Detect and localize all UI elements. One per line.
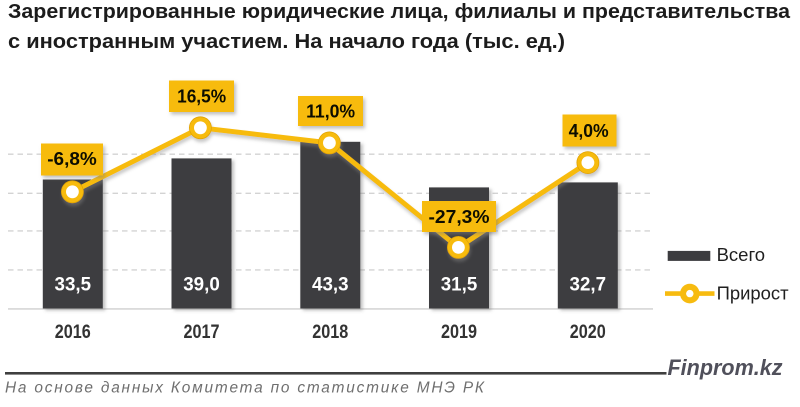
svg-text:Всего: Всего bbox=[717, 245, 766, 265]
svg-text:4,0%: 4,0% bbox=[569, 120, 609, 141]
svg-text:32,7: 32,7 bbox=[570, 274, 607, 295]
svg-text:с иностранным участием. На нач: с иностранным участием. На начало года (… bbox=[8, 31, 565, 53]
svg-text:2017: 2017 bbox=[184, 322, 220, 343]
svg-text:Зарегистрированные юридические: Зарегистрированные юридические лица, фил… bbox=[8, 1, 791, 23]
svg-text:31,5: 31,5 bbox=[441, 274, 478, 295]
svg-text:2018: 2018 bbox=[312, 322, 348, 343]
svg-text:2020: 2020 bbox=[570, 322, 606, 343]
svg-text:2019: 2019 bbox=[441, 322, 477, 343]
svg-text:-6,8%: -6,8% bbox=[47, 148, 97, 169]
svg-text:39,0: 39,0 bbox=[183, 274, 220, 295]
svg-text:43,3: 43,3 bbox=[312, 274, 349, 295]
svg-text:На основе данных Комитета по: На основе данных Комитета по статистике … bbox=[5, 380, 485, 397]
svg-text:33,5: 33,5 bbox=[55, 274, 92, 295]
svg-text:16,5%: 16,5% bbox=[177, 86, 226, 107]
svg-text:-27,3%: -27,3% bbox=[429, 206, 490, 227]
svg-text:2016: 2016 bbox=[55, 322, 91, 343]
svg-text:11,0%: 11,0% bbox=[306, 101, 355, 122]
svg-text:Прирост: Прирост bbox=[717, 284, 789, 304]
svg-text:Finprom.kz: Finprom.kz bbox=[668, 355, 783, 380]
